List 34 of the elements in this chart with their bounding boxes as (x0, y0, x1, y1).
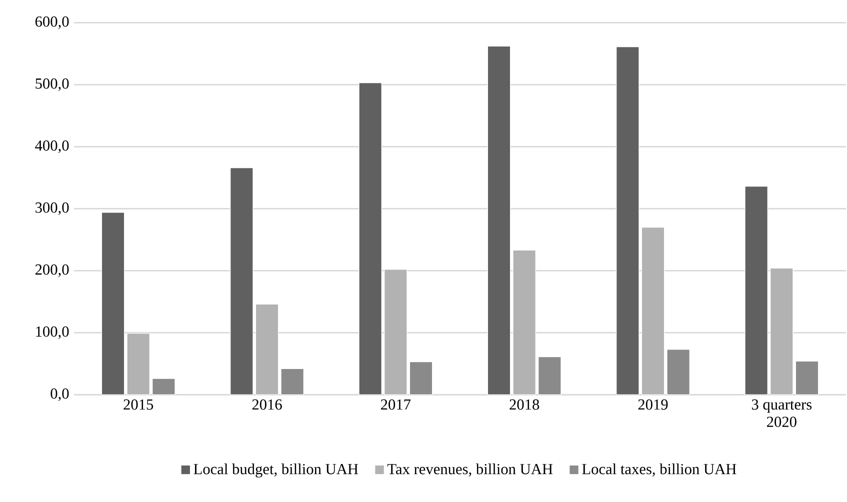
x-tick-label: 2016 (252, 399, 282, 410)
y-tick-label: 500,0 (36, 78, 69, 91)
x-tick-label: 2015 (124, 399, 154, 410)
bar (230, 167, 254, 395)
bar (538, 356, 562, 395)
legend-label: Local taxes, billion UAH (582, 463, 736, 476)
bar (152, 378, 176, 395)
y-tick-label: 300,0 (36, 202, 69, 215)
bar (795, 360, 819, 395)
y-tick-label: 600,0 (35, 16, 69, 29)
bar (641, 226, 665, 395)
bar (487, 46, 511, 395)
bar (126, 332, 150, 395)
bar (666, 349, 690, 395)
y-tick-label: 400,0 (35, 140, 69, 153)
legend-label: Tax revenues, billion UAH (387, 463, 553, 476)
bar (358, 82, 382, 395)
y-tick-label: 200,0 (35, 264, 69, 277)
x-tick-label: 2018 (510, 399, 540, 410)
bar (616, 46, 640, 395)
bar (255, 304, 279, 395)
x-tick-label: 2017 (381, 399, 411, 410)
bar (409, 361, 433, 395)
x-tick-label: 3 quarters 2020 (752, 399, 812, 427)
y-tick-label: 100,0 (36, 326, 69, 339)
bar (280, 368, 304, 395)
bar (770, 268, 794, 395)
bar (512, 250, 536, 395)
y-tick-label: 0,0 (50, 388, 69, 401)
legend-label: Local budget, billion UAH (194, 463, 358, 478)
x-tick-label: 2019 (638, 399, 668, 410)
bar (744, 186, 768, 395)
bar (101, 212, 125, 395)
bar (384, 269, 408, 395)
